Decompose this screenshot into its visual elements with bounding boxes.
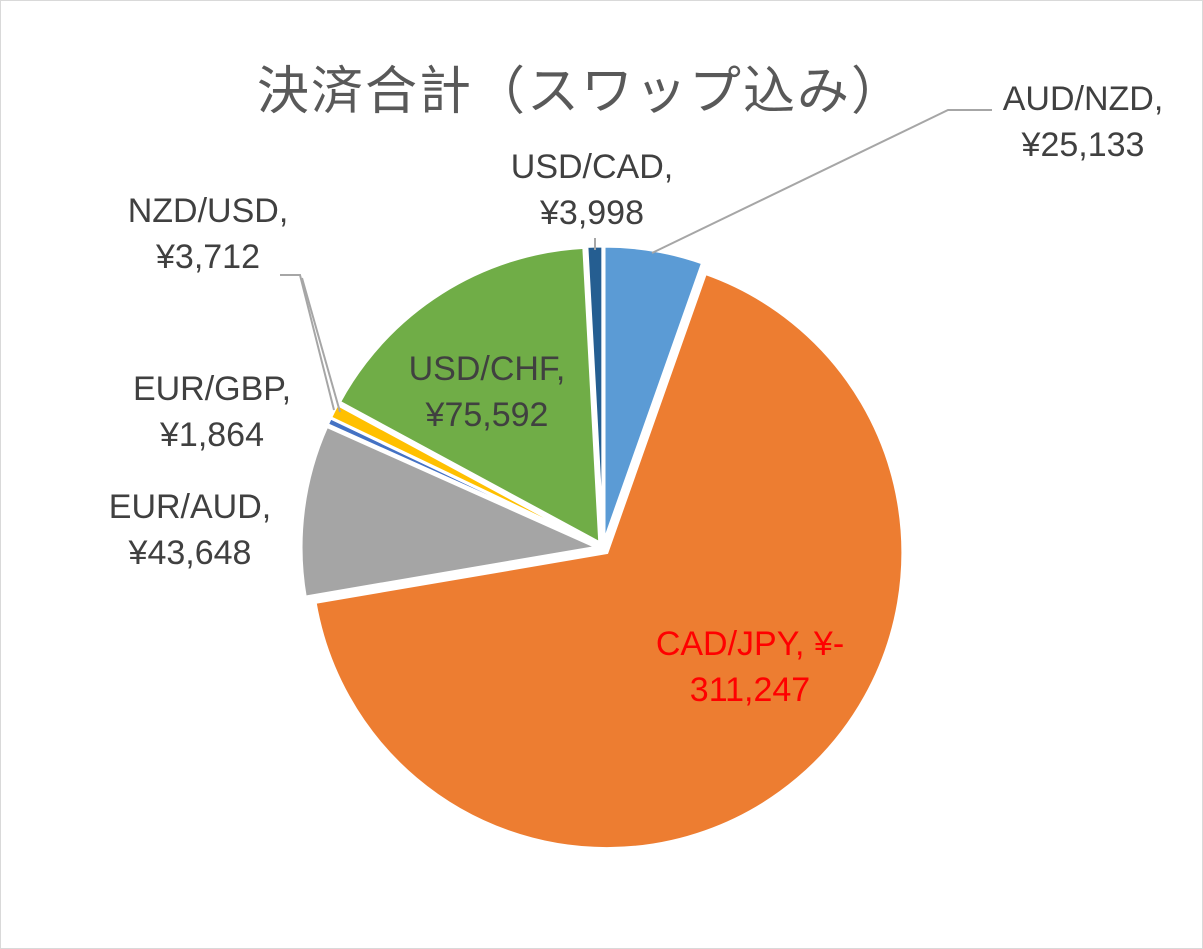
pie-slice-euraud	[299, 424, 603, 599]
pie-slices	[299, 244, 905, 851]
pie-slice-cadjpy	[313, 271, 905, 851]
data-label-cadjpy: CAD/JPY, ¥- 311,247	[656, 625, 844, 709]
data-label-line1: AUD/NZD,	[1003, 80, 1164, 118]
data-label-line1: EUR/AUD,	[109, 488, 271, 526]
data-label-line2: ¥25,133	[1021, 126, 1145, 164]
leader-line	[280, 274, 335, 411]
leader-line	[301, 277, 341, 413]
data-label-line1: USD/CHF,	[409, 350, 566, 388]
data-label-eurgbp: EUR/GBP, ¥1,864	[133, 370, 291, 454]
leader-lines	[280, 109, 992, 413]
data-label-nzdusd: NZD/USD, ¥3,712	[128, 192, 289, 276]
data-labels: AUD/NZD, ¥25,133 CAD/JPY, ¥- 311,247 EUR/AUD…	[109, 80, 1164, 709]
data-label-line1: CAD/JPY, ¥-	[656, 625, 844, 663]
data-label-line2: ¥3,712	[155, 238, 260, 276]
data-label-line1: USD/CAD,	[511, 148, 673, 186]
data-label-line1: NZD/USD,	[128, 192, 289, 230]
leader-line	[651, 109, 992, 254]
data-label-audnzd: AUD/NZD, ¥25,133	[1003, 80, 1164, 164]
data-label-line2: ¥3,998	[539, 194, 644, 232]
data-label-line2: 311,247	[690, 671, 810, 709]
pie-slice-usdchf	[337, 245, 602, 546]
chart-title: 決済合計（スワップ込み）	[256, 62, 905, 122]
data-label-line2: ¥43,648	[128, 534, 252, 572]
data-label-usdcad: USD/CAD, ¥3,998	[511, 148, 673, 232]
data-label-usdchf: USD/CHF, ¥75,592	[409, 350, 566, 434]
data-label-line2: ¥1,864	[159, 416, 264, 454]
data-label-euraud: EUR/AUD, ¥43,648	[109, 488, 271, 572]
data-label-line1: EUR/GBP,	[133, 370, 291, 408]
data-label-line2: ¥75,592	[425, 396, 549, 434]
